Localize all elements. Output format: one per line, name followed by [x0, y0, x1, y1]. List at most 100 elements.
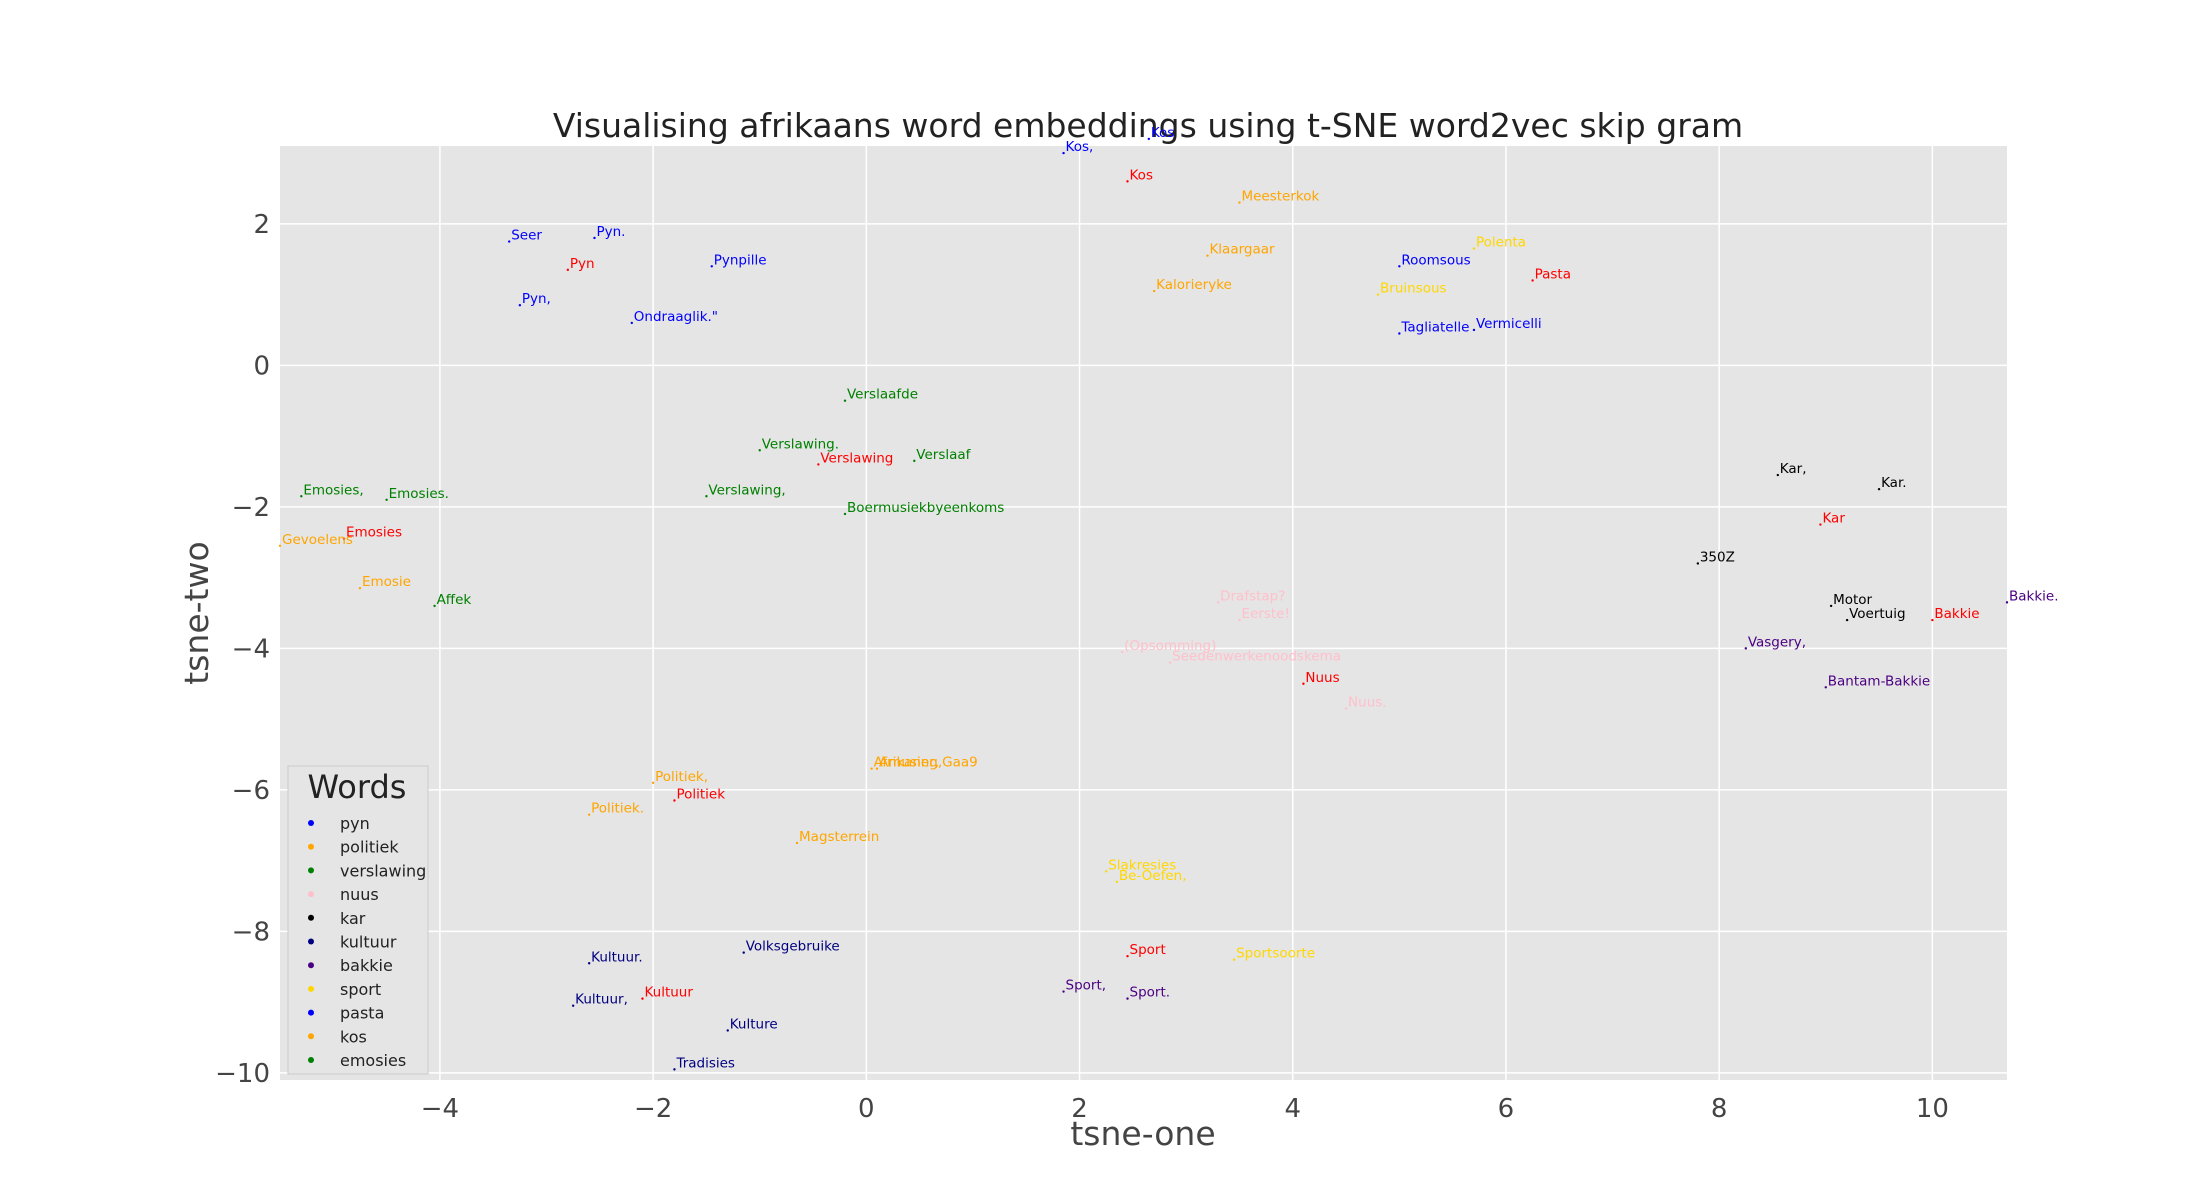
word-point [587, 813, 591, 816]
word-point [1744, 647, 1748, 650]
legend-entry-label: politiek [340, 838, 399, 857]
word-label: Seedenwerkenoodskema [1172, 649, 1341, 665]
word-label: Emosie [362, 574, 411, 590]
word-label: Emosies [346, 525, 402, 541]
word-point [1126, 954, 1129, 958]
word-point [342, 537, 346, 540]
word-label: Polenta [1476, 235, 1526, 251]
word-label: Verslaaf [916, 447, 971, 463]
word-point [843, 512, 847, 516]
legend-entry-label: kar [340, 909, 366, 928]
word-label: Vasgery, [1748, 634, 1806, 650]
word-label: Afrikaner, [874, 755, 939, 771]
legend-marker [308, 820, 314, 826]
legend: Words pyn politiek verslawing nuus kar kultuu… [287, 765, 429, 1075]
word-label: Bruinsous [1380, 281, 1447, 297]
word-point [1126, 180, 1129, 183]
legend-entry-label: nuus [340, 885, 379, 904]
word-label: Gevoelens [282, 532, 353, 548]
word-point [641, 997, 644, 1000]
word-point [1168, 661, 1172, 664]
word-label: Klaargaar [1209, 242, 1275, 258]
word-point [508, 240, 511, 243]
y-tick-label: −2 [232, 493, 270, 523]
word-point [1238, 201, 1241, 204]
legend-entry-label: verslawing [340, 861, 426, 880]
y-tick-label: −8 [232, 917, 270, 947]
word-label: Pyn, [522, 291, 551, 307]
word-label: Emosies. [389, 486, 449, 502]
word-label: Amusing,Gaa9 [879, 755, 978, 771]
word-label: Kos [1151, 125, 1174, 141]
legend-entry-label: bakkie [340, 956, 393, 975]
word-label: Meesterkok [1241, 189, 1319, 205]
word-point [1845, 618, 1849, 622]
word-points: Kos, Kos Kos Meesterkok Seer Pyn.Pyn Pynpille P… [278, 125, 2059, 1071]
x-tick-label: 6 [1498, 1094, 1515, 1124]
legend-entry-label: sport [340, 980, 381, 999]
word-label: Pyn. [596, 224, 625, 240]
word-point [875, 767, 879, 770]
legend-marker [308, 867, 314, 874]
word-point [1776, 473, 1779, 477]
word-point [1206, 254, 1209, 257]
word-label: Drafstap? [1220, 588, 1285, 604]
word-label: Pynpille [714, 252, 767, 268]
word-point [1829, 604, 1833, 608]
word-point [1152, 289, 1156, 293]
word-label: Voertuig [1849, 606, 1905, 622]
word-label: Be-Oefen, [1119, 868, 1187, 884]
word-label: Affek [437, 592, 472, 608]
word-point [278, 544, 282, 547]
word-label: Tagliatelle [1400, 320, 1469, 336]
legend-entry-label: pasta [340, 1004, 384, 1023]
word-label: Kar. [1881, 475, 1907, 491]
word-label: Seer [511, 228, 542, 244]
plot-area [280, 146, 2007, 1080]
word-label: Eerste! [1241, 606, 1289, 622]
word-point [358, 587, 362, 590]
word-point [1376, 293, 1380, 296]
x-tick-label: 8 [1711, 1094, 1728, 1124]
word-point [1398, 265, 1401, 268]
word-point [518, 304, 522, 307]
word-point [1062, 151, 1065, 155]
y-tick-label: −4 [232, 634, 270, 664]
word-label: Verslawing, [708, 482, 785, 498]
word-point [1472, 328, 1476, 332]
word-point [870, 767, 873, 770]
word-point [758, 449, 761, 452]
word-point [1877, 487, 1881, 491]
y-tick-label: 0 [253, 351, 270, 381]
word-label: Verslawing. [762, 436, 839, 452]
x-tick-label: 4 [1284, 1094, 1301, 1124]
word-label: Roomsous [1401, 252, 1470, 268]
word-point [843, 399, 847, 402]
word-point [1238, 618, 1241, 622]
legend-marker [308, 891, 314, 898]
word-point [593, 236, 596, 240]
word-point [705, 495, 708, 498]
word-point [1216, 601, 1220, 604]
word-label: Pasta [1535, 266, 1571, 282]
word-point [587, 962, 591, 965]
word-label: Verslawing [820, 450, 893, 466]
word-label: Kultuur, [575, 992, 628, 1008]
word-label: Nuus [1305, 670, 1339, 686]
legend-marker [308, 938, 314, 945]
word-point [742, 951, 745, 954]
x-axis-ticks: −4 −2 0 2 4 6 8 10 [421, 1094, 1949, 1124]
x-tick-label: 2 [1071, 1094, 1088, 1124]
word-label: 350Z [1700, 549, 1735, 565]
legend-entry-label: kos [340, 1027, 367, 1046]
word-point [300, 495, 303, 498]
word-label: Kar [1822, 511, 1845, 527]
legend-entry-label: pyn [340, 814, 370, 833]
legend-marker [308, 962, 314, 969]
word-point [1531, 279, 1534, 282]
word-point [795, 841, 799, 845]
word-label: Volksgebruike [746, 939, 840, 955]
word-label: (Opsomming) [1124, 638, 1216, 654]
legend-marker [308, 1033, 314, 1040]
word-point [2005, 601, 2009, 604]
